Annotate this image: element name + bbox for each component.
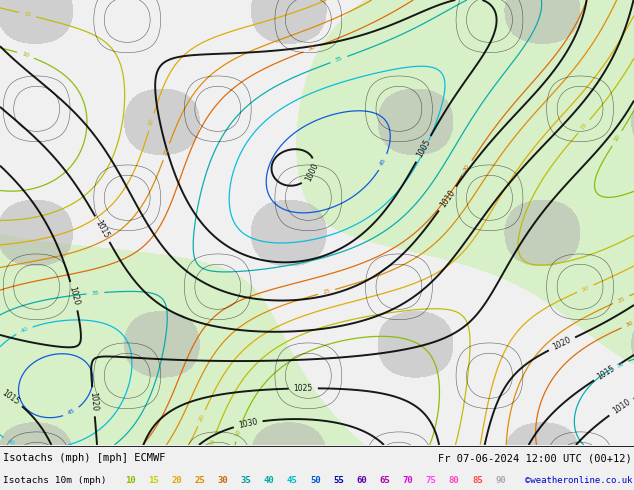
Text: 15: 15 — [209, 438, 216, 446]
Text: 85: 85 — [472, 476, 482, 486]
Text: 10: 10 — [613, 134, 621, 143]
Text: 40: 40 — [264, 476, 275, 486]
Text: 10: 10 — [235, 429, 242, 438]
Text: 35: 35 — [616, 361, 624, 368]
Text: 1015: 1015 — [94, 219, 111, 240]
Text: 1010: 1010 — [438, 188, 456, 209]
Text: 10: 10 — [21, 51, 30, 59]
Text: 1015: 1015 — [596, 364, 617, 381]
Text: 80: 80 — [449, 476, 460, 486]
Text: 35: 35 — [241, 476, 251, 486]
Text: 20: 20 — [581, 285, 590, 293]
Text: 45: 45 — [379, 158, 387, 167]
Text: 25: 25 — [322, 289, 331, 295]
Text: 1025: 1025 — [294, 384, 313, 393]
Text: 1020: 1020 — [88, 392, 99, 412]
Text: 40: 40 — [421, 144, 429, 153]
Text: 50: 50 — [310, 476, 321, 486]
Text: 30: 30 — [625, 320, 634, 328]
Text: 30: 30 — [217, 476, 228, 486]
Text: 40: 40 — [7, 438, 16, 446]
Text: 1005: 1005 — [415, 138, 432, 159]
Text: 25: 25 — [162, 147, 170, 156]
Text: Fr 07-06-2024 12:00 UTC (00+12): Fr 07-06-2024 12:00 UTC (00+12) — [437, 453, 631, 464]
Text: 20: 20 — [171, 476, 182, 486]
Text: 20: 20 — [198, 414, 205, 423]
Text: 90: 90 — [495, 476, 506, 486]
Text: 1010: 1010 — [611, 398, 631, 416]
Text: Isotachs (mph) [mph] ECMWF: Isotachs (mph) [mph] ECMWF — [3, 453, 165, 464]
Text: 30: 30 — [463, 164, 471, 173]
Text: ©weatheronline.co.uk: ©weatheronline.co.uk — [524, 476, 632, 486]
Text: 30: 30 — [307, 45, 316, 52]
Text: 35: 35 — [334, 56, 344, 63]
Text: 10: 10 — [125, 476, 136, 486]
Text: 1020: 1020 — [552, 336, 573, 352]
Text: 25: 25 — [194, 476, 205, 486]
Text: 45: 45 — [67, 408, 76, 416]
Text: 1030: 1030 — [238, 417, 259, 430]
Text: 15: 15 — [23, 11, 32, 18]
Text: 55: 55 — [333, 476, 344, 486]
Text: 65: 65 — [379, 476, 390, 486]
Text: 1015: 1015 — [0, 388, 21, 407]
Text: 45: 45 — [287, 476, 297, 486]
Text: 70: 70 — [403, 476, 413, 486]
Text: 60: 60 — [356, 476, 367, 486]
Text: 1020: 1020 — [67, 286, 81, 307]
Text: 75: 75 — [426, 476, 436, 486]
Text: 40: 40 — [20, 326, 29, 334]
Text: 1000: 1000 — [304, 162, 320, 183]
Text: 15: 15 — [148, 476, 158, 486]
Text: 35: 35 — [91, 291, 100, 296]
Text: 25: 25 — [617, 295, 626, 304]
Text: 15: 15 — [579, 122, 588, 131]
Text: 20: 20 — [148, 118, 155, 126]
Text: Isotachs 10m (mph): Isotachs 10m (mph) — [3, 476, 106, 486]
